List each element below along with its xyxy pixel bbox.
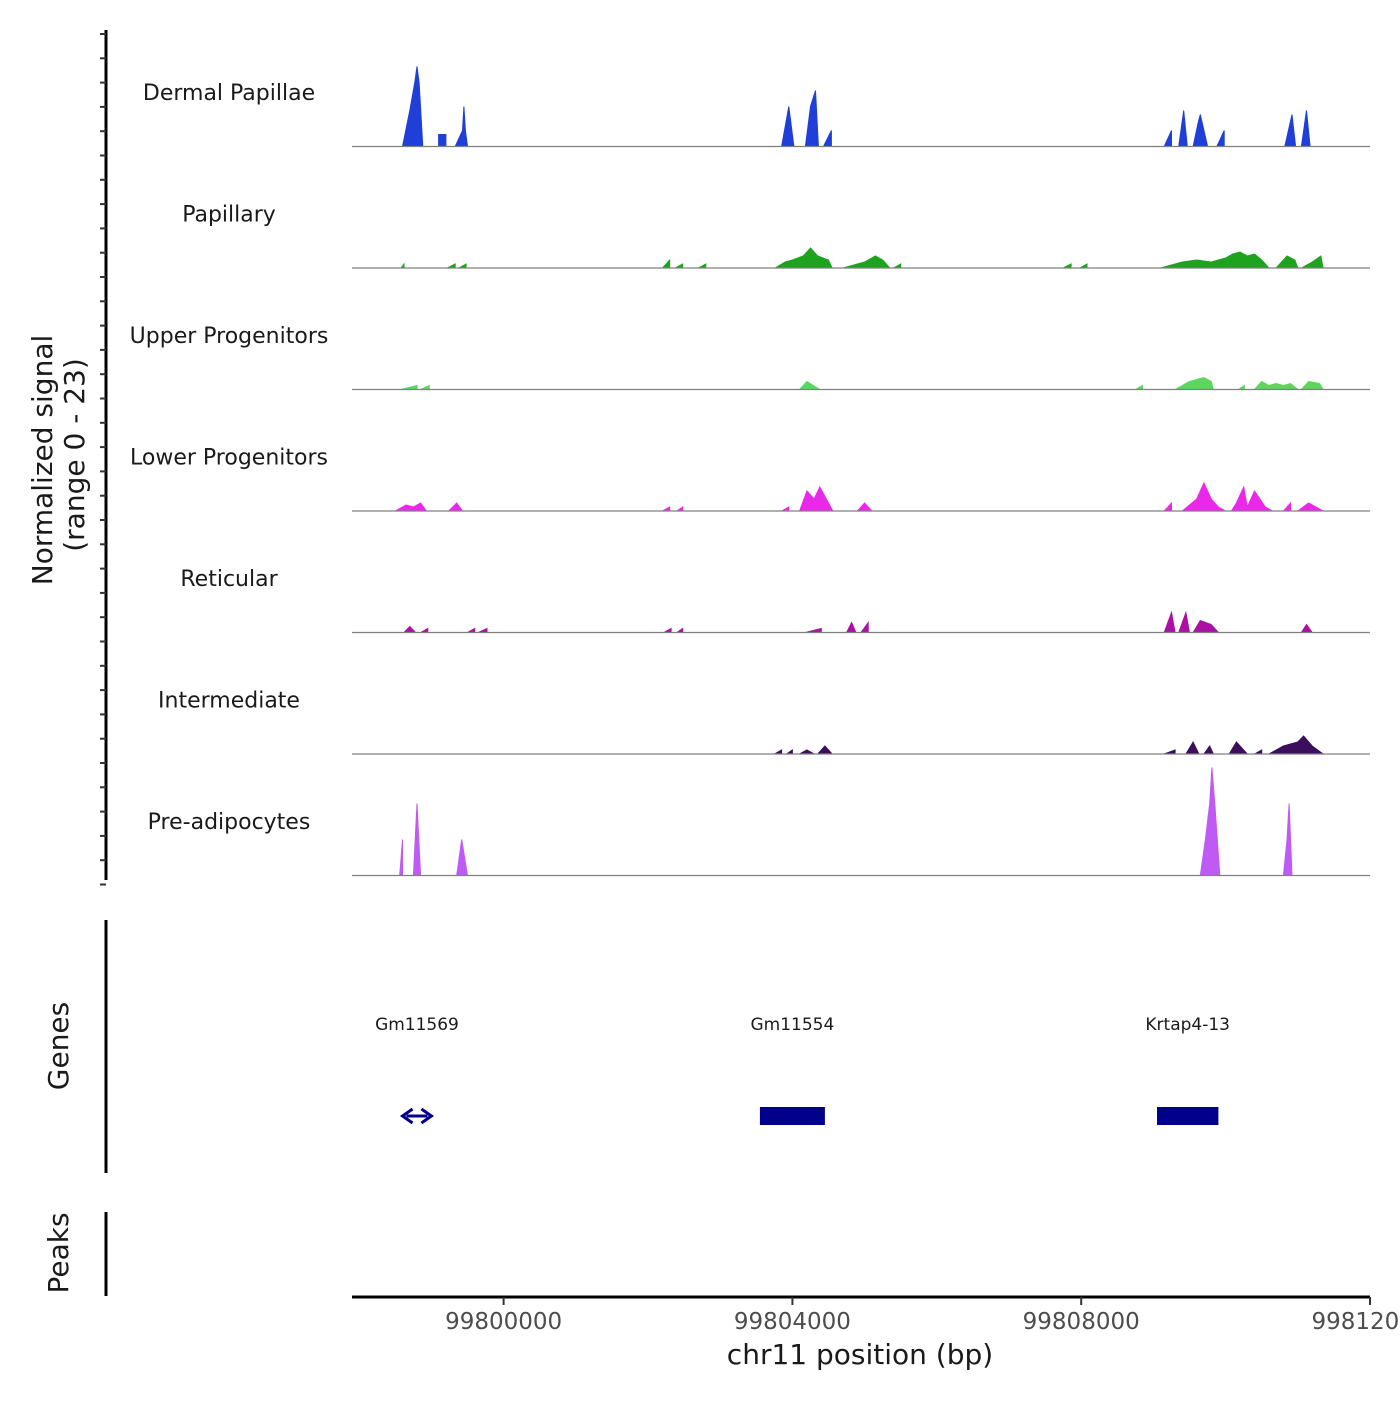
signal-peak-reticular [403,625,416,633]
signal-peak-papillary [842,255,892,269]
signal-tracks: Dermal Papillae Papillary Upper Progenitor… [130,66,1370,877]
track-lower-progenitors: Lower Progenitors [130,446,1370,512]
gene-label-gm11554: Gm11554 [750,1015,834,1035]
signal-peak-dermal-papillae [823,130,832,147]
track-label-intermediate: Intermediate [158,689,300,714]
x-axis-ticks: 99800000 99804000 99808000 99812000 [445,1297,1400,1335]
track-dermal-papillae: Dermal Papillae [143,66,1370,148]
signal-peak-dermal-papillae [1300,110,1311,147]
signal-peak-lower-progenitors [393,502,428,512]
signal-peak-upper-progenitors [798,380,821,390]
x-tick-label: 99804000 [734,1309,851,1335]
signal-peak-intermediate [1202,745,1214,755]
signal-peak-lower-progenitors [857,502,873,512]
signal-peak-pre-adipocytes [1282,803,1293,876]
signal-peak-upper-progenitors [1254,380,1300,390]
signal-peak-papillary [774,247,833,269]
track-label-dermal-papillae: Dermal Papillae [143,81,315,106]
signal-peak-dermal-papillae [1192,114,1209,147]
track-label-pre-adipocytes: Pre-adipocytes [148,810,311,835]
track-upper-progenitors: Upper Progenitors [130,324,1370,391]
signal-peak-dermal-papillae [1216,130,1225,147]
signal-peak-pre-adipocytes [456,839,468,876]
signal-peak-dermal-papillae [781,106,795,147]
signal-peak-dermal-papillae [1178,110,1188,147]
signal-peak-upper-progenitors [1300,380,1324,390]
y-axis-title: Normalized signal [26,335,59,586]
signal-peak-lower-progenitors [1181,481,1228,512]
gene-exon-gm11554 [759,1107,825,1125]
track-label-upper-progenitors: Upper Progenitors [130,324,329,349]
signal-peak-pre-adipocytes [412,803,422,876]
signal-peak-dermal-papillae [401,66,424,147]
signal-peak-intermediate [1268,735,1325,755]
gene-exon-krtap4-13 [1157,1107,1219,1125]
track-label-lower-progenitors: Lower Progenitors [130,446,328,471]
gene-arrow-left-gm11569 [399,1107,414,1125]
track-label-reticular: Reticular [180,567,278,592]
x-tick-label: 99812000 [1311,1309,1400,1335]
signal-peak-intermediate [817,745,833,755]
gene-gm11569: Gm11569 [375,1015,459,1125]
signal-peak-dermal-papillae [454,106,468,147]
signal-peak-pre-adipocytes [399,839,403,876]
gene-krtap4-13: Krtap4-13 [1145,1015,1230,1125]
track-label-papillary: Papillary [182,203,276,228]
signal-peak-lower-progenitors [447,502,464,512]
genes-track: Gm11569 Gm11554 Krtap4-13 [375,1015,1230,1125]
gene-label-krtap4-13: Krtap4-13 [1145,1015,1230,1035]
peaks-track-title: Peaks [42,1212,75,1293]
signal-peak-papillary [1299,255,1324,269]
y-axis-range-label: (range 0 - 23) [58,358,91,552]
signal-peak-lower-progenitors [798,485,834,512]
genes-track-title: Genes [42,1002,75,1090]
signal-peak-reticular [1163,610,1176,633]
track-papillary: Papillary [182,203,1370,269]
signal-peak-lower-progenitors [1230,485,1273,512]
signal-peak-reticular [860,620,869,633]
signal-peak-pre-adipocytes [1199,767,1221,876]
signal-peak-reticular [1300,623,1313,633]
signal-peak-dermal-papillae [804,90,819,147]
signal-peak-lower-progenitors [1296,502,1324,512]
track-reticular: Reticular [180,567,1370,634]
signal-peak-lower-progenitors [1283,501,1292,512]
signal-peak-reticular [1192,619,1220,633]
signal-peak-dermal-papillae [1284,114,1297,147]
gene-gm11554: Gm11554 [750,1015,834,1125]
signal-peak-intermediate [1228,741,1249,755]
signal-peak-papillary [1160,251,1270,269]
signal-axis-ticks [100,33,106,886]
gene-label-gm11569: Gm11569 [375,1015,459,1035]
signal-peak-papillary [662,258,671,269]
signal-peak-dermal-papillae [1163,130,1172,147]
signal-peak-intermediate [1185,740,1200,755]
x-axis-title: chr11 position (bp) [727,1338,993,1371]
signal-peak-dermal-papillae [438,134,447,147]
track-pre-adipocytes: Pre-adipocytes [148,767,1370,877]
x-tick-label: 99800000 [445,1309,562,1335]
track-intermediate: Intermediate [158,689,1370,755]
signal-peak-reticular [846,621,857,633]
signal-peak-lower-progenitors [1163,501,1172,512]
signal-peak-papillary [1274,255,1299,269]
signal-peak-reticular [1178,610,1191,633]
gene-arrow-right-gm11569 [420,1107,435,1125]
x-tick-label: 99808000 [1023,1309,1140,1335]
signal-peak-upper-progenitors [1174,376,1214,390]
